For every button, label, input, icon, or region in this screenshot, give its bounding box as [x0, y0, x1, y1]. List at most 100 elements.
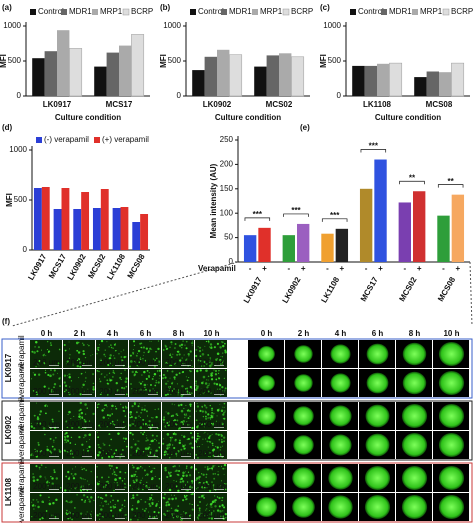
cell-dot — [223, 402, 226, 405]
cell-dot — [51, 389, 53, 391]
cell-dot — [210, 517, 212, 519]
cell-dot — [214, 369, 218, 373]
cell-dot — [147, 415, 149, 417]
cell-dot — [223, 389, 226, 392]
spheroid — [294, 374, 313, 392]
cell-dot — [47, 373, 50, 377]
cell-dot — [108, 455, 111, 458]
cell-dot — [185, 467, 188, 469]
cell-dot — [35, 391, 38, 394]
cell-dot — [162, 349, 165, 351]
cell-dot — [210, 414, 213, 417]
cell-dot — [130, 414, 132, 416]
cell-dot — [181, 357, 183, 359]
cell-dot — [108, 357, 112, 360]
cell-dot — [211, 423, 215, 426]
cell-dot — [45, 481, 49, 484]
cell-dot — [38, 373, 41, 376]
cell-dot — [151, 434, 154, 437]
cell-dot — [112, 515, 114, 517]
legend-label: (+) verapamil — [102, 135, 149, 144]
cell-dot — [155, 440, 157, 442]
y-tick-label: 250 — [220, 135, 234, 144]
cell-dot — [167, 503, 171, 506]
cell-dot — [79, 476, 82, 479]
y-axis-label: MFI — [159, 54, 168, 68]
cell-dot — [198, 478, 200, 480]
cell-dot — [79, 427, 81, 429]
cell-dot — [48, 502, 52, 506]
cell-dot — [129, 518, 132, 521]
cell-dot — [200, 359, 203, 363]
cell-dot — [121, 504, 124, 506]
cell-dot — [220, 440, 224, 444]
cell-dot — [220, 409, 224, 413]
cell-dot — [147, 486, 150, 489]
cell-dot — [34, 346, 36, 348]
cell-dot — [98, 483, 101, 485]
cell-dot — [169, 354, 172, 357]
scale-bar-label: 200 µm — [99, 420, 126, 429]
cell-dot — [53, 441, 55, 443]
cell-dot — [76, 494, 78, 496]
cell-dot — [88, 433, 91, 436]
cell-dot — [169, 353, 171, 355]
cell-dot — [195, 386, 199, 390]
cell-dot — [145, 440, 147, 442]
x-tick-label: MCS02 — [266, 100, 293, 109]
cell-dot — [39, 413, 41, 416]
spheroid — [293, 435, 314, 455]
cell-dot — [204, 515, 206, 517]
y-axis-label: MFI — [0, 54, 8, 68]
cell-dot — [211, 442, 214, 445]
cell-dot — [177, 389, 179, 391]
cell-dot — [169, 510, 171, 512]
cell-dot — [81, 478, 83, 480]
cell-dot — [68, 511, 71, 515]
cell-dot — [178, 344, 182, 347]
cell-dot — [188, 391, 191, 395]
cell-dot — [124, 486, 127, 489]
cell-dot — [191, 503, 193, 506]
cell-dot — [40, 464, 43, 466]
cell-dot — [99, 505, 101, 507]
scale-bar-label: 200 µm — [132, 482, 159, 491]
cell-dot — [139, 342, 142, 345]
cell-dot — [146, 384, 148, 386]
cell-dot — [108, 414, 112, 417]
cell-dot — [131, 370, 134, 374]
cell-dot — [200, 514, 202, 516]
cell-dot — [81, 342, 84, 345]
cell-dot — [36, 393, 38, 396]
cell-dot — [99, 392, 102, 396]
cell-dot — [76, 349, 79, 352]
cell-dot — [143, 431, 146, 434]
cell-dot — [84, 413, 87, 415]
cell-dot — [190, 465, 193, 468]
cell-dot — [109, 501, 112, 503]
cell-dot — [222, 445, 223, 447]
x-tick-label: LK0902 — [203, 100, 232, 109]
cell-dot — [200, 388, 202, 390]
cell-dot — [200, 496, 202, 498]
bar — [254, 66, 267, 96]
cell-dot — [178, 427, 181, 430]
cell-dot — [214, 505, 217, 508]
cell-dot — [154, 467, 156, 470]
cell-dot — [81, 386, 83, 388]
cell-dot — [176, 509, 179, 512]
cell-dot — [173, 494, 176, 497]
cell-dot — [53, 471, 56, 474]
x-tick-label: MCS17 — [359, 275, 380, 303]
cell-dot — [33, 373, 37, 376]
cell-dot — [65, 441, 68, 443]
cell-dot — [188, 474, 192, 477]
cell-dot — [151, 501, 154, 505]
cell-dot — [53, 502, 55, 504]
cell-dot — [101, 409, 104, 412]
cell-dot — [68, 373, 71, 376]
cell-dot — [187, 481, 189, 483]
cell-dot — [39, 494, 42, 497]
cell-dot — [65, 500, 68, 503]
cell-dot — [158, 477, 161, 480]
